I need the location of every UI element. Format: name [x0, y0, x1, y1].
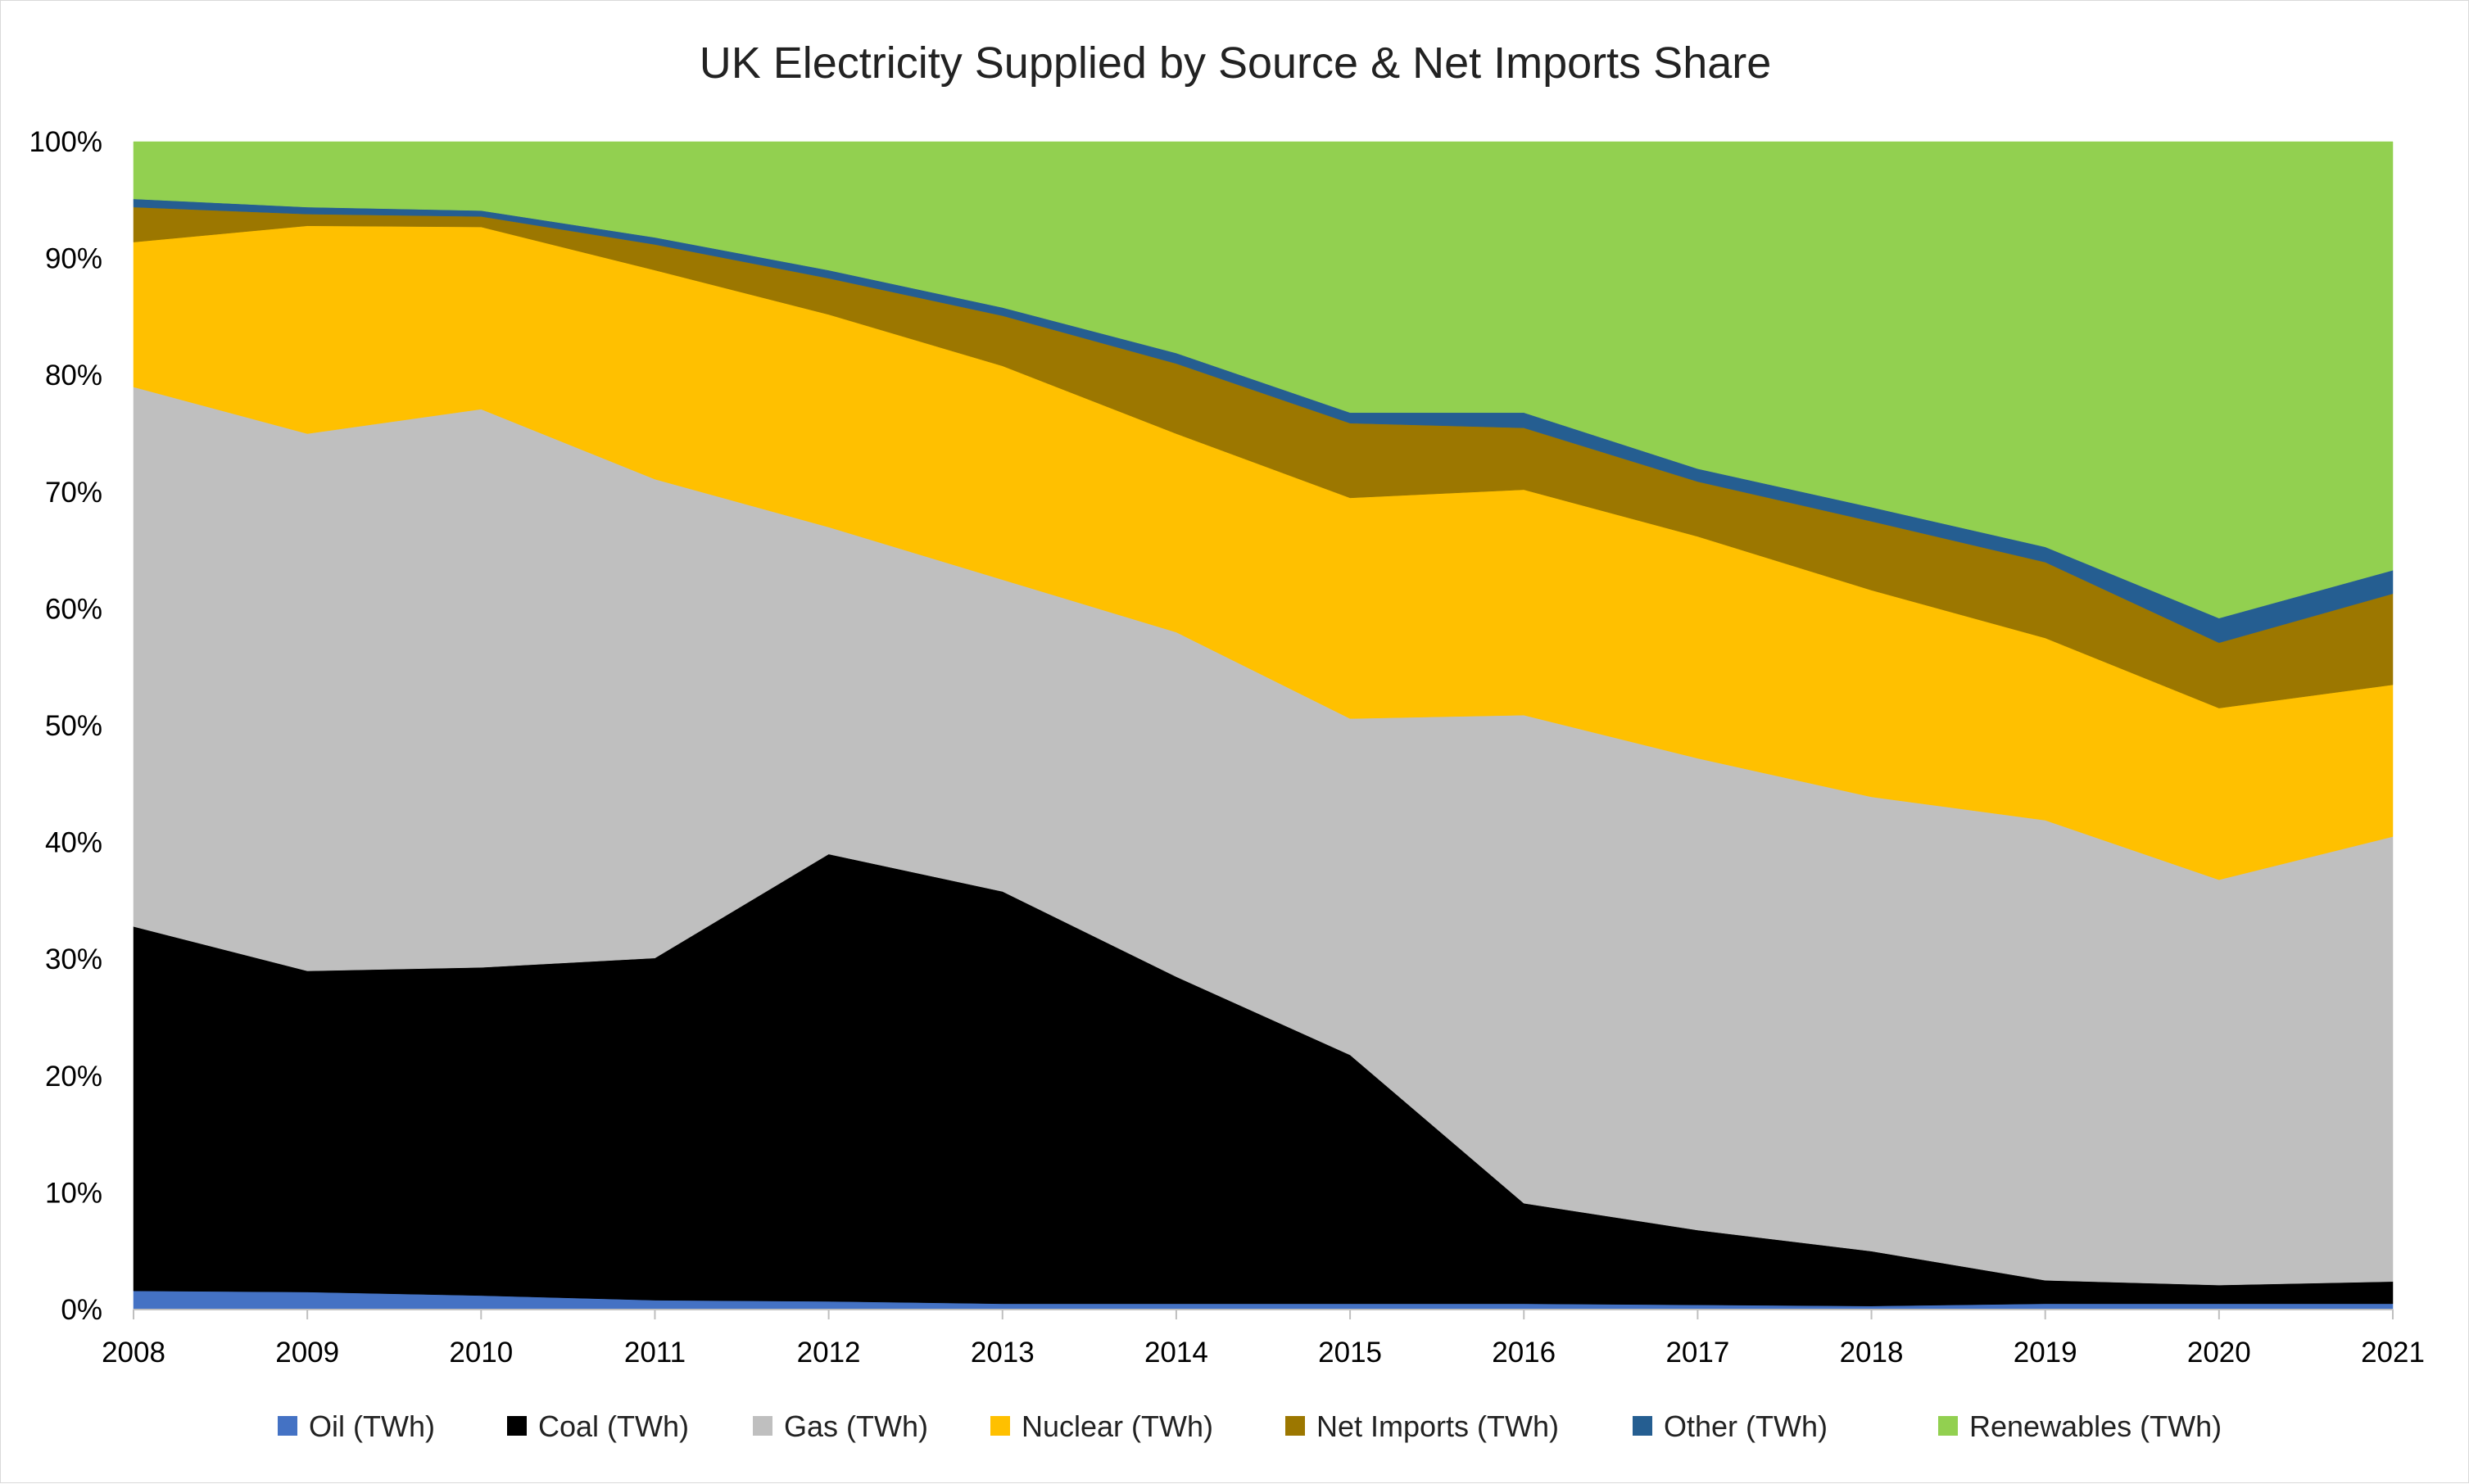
x-tick-label: 2016 [1492, 1337, 1556, 1369]
legend-swatch [753, 1416, 772, 1436]
legend-item-gas: Gas (TWh) [753, 1409, 928, 1443]
legend-item-other: Other (TWh) [1633, 1409, 1828, 1443]
legend-label: Net Imports (TWh) [1316, 1409, 1559, 1443]
legend-item-net-imports: Net Imports (TWh) [1285, 1409, 1559, 1443]
x-axis-ticks: 2008 2009 2010 2011 2012 2013 2014 2015 2016 2017… [102, 1310, 2425, 1369]
y-tick-label: 80% [45, 360, 102, 391]
x-tick-label: 2019 [2014, 1337, 2077, 1369]
x-tick-label: 2017 [1665, 1337, 1729, 1369]
legend-label: Nuclear (TWh) [1022, 1409, 1213, 1443]
plot-areas [133, 141, 2394, 1310]
legend-item-oil: Oil (TWh) [278, 1409, 435, 1443]
x-tick-label: 2011 [624, 1337, 686, 1369]
y-tick-label: 30% [45, 943, 102, 975]
x-tick-label: 2012 [797, 1337, 861, 1369]
legend-swatch [507, 1416, 527, 1436]
legend-label: Gas (TWh) [784, 1409, 928, 1443]
legend-item-coal: Coal (TWh) [507, 1409, 689, 1443]
legend-swatch [1285, 1416, 1305, 1436]
y-tick-label: 90% [45, 243, 102, 275]
y-tick-label: 40% [45, 827, 102, 859]
legend: Oil (TWh) Coal (TWh) Gas (TWh) Nuclear (TWh… [278, 1409, 2222, 1443]
y-tick-label: 0% [61, 1294, 102, 1326]
x-tick-label: 2013 [971, 1337, 1035, 1369]
y-tick-label: 70% [45, 477, 102, 509]
x-tick-label: 2018 [1840, 1337, 1904, 1369]
y-tick-label: 100% [29, 126, 102, 158]
y-tick-label: 20% [45, 1061, 102, 1093]
legend-swatch [1938, 1416, 1958, 1436]
area-renewables [133, 141, 2394, 619]
x-tick-label: 2009 [275, 1337, 339, 1369]
legend-label: Oil (TWh) [309, 1409, 435, 1443]
chart-title: UK Electricity Supplied by Source & Net … [700, 38, 1772, 88]
x-tick-label: 2008 [102, 1337, 165, 1369]
legend-label: Other (TWh) [1664, 1409, 1828, 1443]
x-tick-label: 2021 [2361, 1337, 2425, 1369]
y-tick-label: 10% [45, 1177, 102, 1209]
y-axis-ticks: 0% 10% 20% 30% 40% 50% 60% 70% 80% 90% 100% [29, 126, 102, 1326]
legend-swatch [1633, 1416, 1652, 1436]
y-tick-label: 60% [45, 593, 102, 625]
legend-swatch [278, 1416, 297, 1436]
legend-swatch [990, 1416, 1010, 1436]
legend-label: Coal (TWh) [538, 1409, 689, 1443]
legend-item-renewables: Renewables (TWh) [1938, 1409, 2222, 1443]
legend-label: Renewables (TWh) [1969, 1409, 2222, 1443]
x-tick-label: 2020 [2187, 1337, 2251, 1369]
y-tick-label: 50% [45, 710, 102, 742]
x-tick-label: 2014 [1144, 1337, 1208, 1369]
x-tick-label: 2015 [1318, 1337, 1382, 1369]
x-tick-label: 2010 [449, 1337, 513, 1369]
legend-item-nuclear: Nuclear (TWh) [990, 1409, 1213, 1443]
